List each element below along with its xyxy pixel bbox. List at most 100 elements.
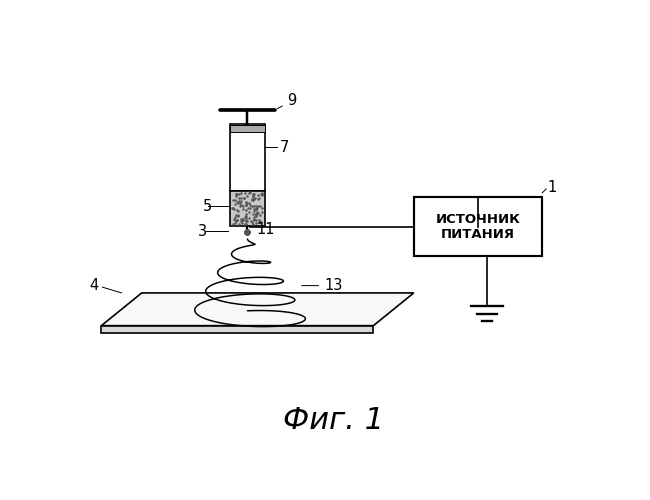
Point bbox=[241, 192, 252, 200]
Point bbox=[235, 214, 246, 222]
Point bbox=[251, 211, 261, 219]
Bar bbox=[230, 191, 265, 226]
Point bbox=[248, 192, 258, 200]
Point bbox=[255, 190, 266, 198]
Text: 1: 1 bbox=[547, 180, 556, 194]
Point bbox=[241, 210, 252, 218]
Point bbox=[239, 215, 249, 223]
Point bbox=[232, 190, 242, 198]
Point bbox=[240, 220, 251, 228]
Point bbox=[231, 217, 241, 225]
Point bbox=[236, 201, 246, 209]
Point bbox=[240, 214, 251, 222]
Point bbox=[239, 189, 250, 197]
Point bbox=[241, 216, 252, 224]
Point bbox=[253, 191, 263, 199]
Point bbox=[248, 196, 258, 203]
Point bbox=[227, 196, 238, 204]
Point bbox=[257, 204, 268, 212]
Point bbox=[251, 216, 261, 224]
Point bbox=[244, 214, 254, 222]
Bar bbox=[414, 196, 542, 256]
Point bbox=[240, 200, 251, 207]
Point bbox=[248, 213, 259, 221]
Point bbox=[237, 219, 247, 227]
Point bbox=[231, 212, 241, 220]
Point bbox=[238, 216, 248, 224]
Point bbox=[248, 196, 258, 203]
Text: 3: 3 bbox=[198, 224, 207, 239]
Point bbox=[254, 194, 264, 202]
Point bbox=[252, 212, 262, 220]
Point bbox=[246, 196, 257, 204]
Point bbox=[240, 202, 251, 209]
Point bbox=[248, 202, 259, 209]
Point bbox=[246, 218, 257, 226]
Point bbox=[229, 205, 239, 213]
Text: 4: 4 bbox=[90, 278, 99, 292]
Point bbox=[241, 198, 252, 206]
Point bbox=[249, 215, 259, 223]
Text: Фиг. 1: Фиг. 1 bbox=[283, 406, 384, 436]
Point bbox=[236, 194, 246, 202]
Point bbox=[231, 192, 241, 200]
Point bbox=[236, 218, 246, 226]
Point bbox=[235, 199, 246, 207]
Point bbox=[229, 216, 240, 224]
Polygon shape bbox=[101, 293, 414, 326]
Point bbox=[248, 192, 258, 200]
Point bbox=[233, 198, 243, 206]
Point bbox=[229, 200, 240, 208]
Point bbox=[251, 219, 261, 227]
Point bbox=[239, 212, 250, 220]
Point bbox=[229, 219, 240, 227]
Point bbox=[239, 194, 249, 202]
Point bbox=[249, 195, 259, 203]
Text: 5: 5 bbox=[203, 199, 212, 214]
Point bbox=[231, 190, 241, 198]
Point bbox=[248, 204, 259, 212]
Point bbox=[255, 217, 265, 225]
Point bbox=[236, 198, 246, 205]
Point bbox=[252, 209, 263, 217]
Point bbox=[247, 202, 257, 209]
Text: ИСТОЧНИК
ПИТАНИЯ: ИСТОЧНИК ПИТАНИЯ bbox=[436, 212, 521, 240]
Point bbox=[239, 194, 249, 202]
Point bbox=[240, 217, 251, 225]
Point bbox=[248, 190, 258, 198]
Text: 7: 7 bbox=[280, 140, 289, 154]
Point bbox=[241, 206, 252, 214]
Point bbox=[248, 210, 259, 218]
Point bbox=[251, 210, 261, 218]
Point bbox=[250, 210, 261, 218]
Point bbox=[254, 218, 264, 226]
Bar bbox=[230, 126, 265, 132]
Point bbox=[240, 220, 250, 228]
Point bbox=[240, 202, 251, 209]
Point bbox=[253, 202, 263, 210]
Point bbox=[252, 195, 263, 203]
Point bbox=[233, 207, 243, 215]
Point bbox=[233, 190, 244, 198]
Point bbox=[236, 189, 246, 197]
Point bbox=[238, 204, 248, 212]
Point bbox=[227, 204, 237, 212]
Point bbox=[230, 190, 240, 198]
Text: 11: 11 bbox=[257, 222, 275, 237]
Point bbox=[233, 211, 243, 219]
Point bbox=[234, 197, 244, 205]
Polygon shape bbox=[101, 326, 373, 334]
Point bbox=[235, 202, 246, 210]
Point bbox=[248, 207, 259, 215]
Text: 13: 13 bbox=[302, 278, 343, 293]
Point bbox=[244, 190, 254, 198]
Point bbox=[250, 194, 261, 202]
Point bbox=[257, 208, 267, 216]
Point bbox=[255, 210, 265, 218]
Point bbox=[249, 190, 259, 198]
Point bbox=[234, 220, 244, 228]
Point bbox=[245, 201, 255, 209]
Point bbox=[242, 199, 252, 207]
Point bbox=[234, 194, 244, 202]
Point bbox=[254, 216, 264, 224]
